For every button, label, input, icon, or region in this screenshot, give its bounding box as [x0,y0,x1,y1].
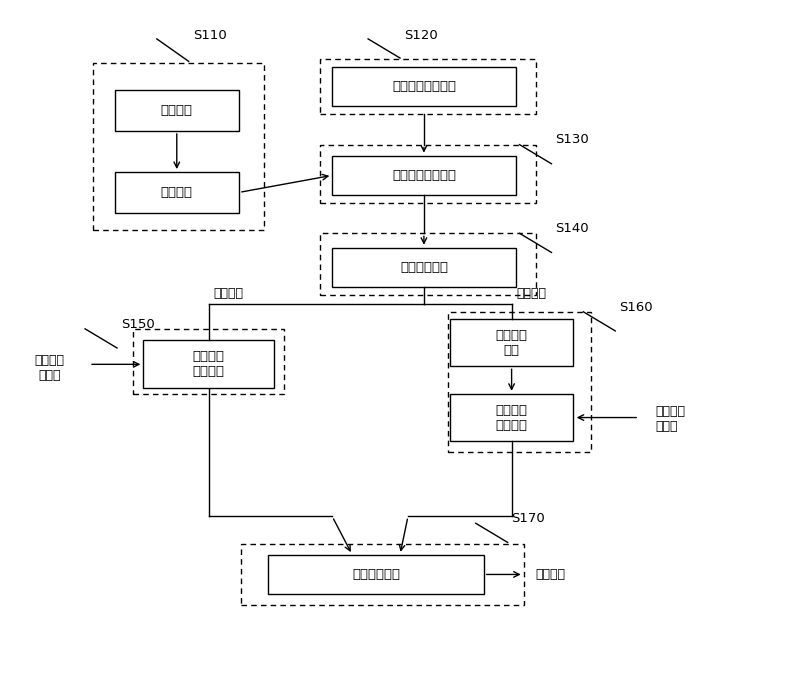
Text: S160: S160 [619,301,653,314]
Text: 第二输入
数据流: 第二输入 数据流 [655,405,685,433]
Bar [332,248,515,287]
Text: 频谱感知: 频谱感知 [161,104,193,117]
Bar [143,340,274,388]
Text: 第一输入
数据流: 第一输入 数据流 [34,354,64,382]
Bar [115,172,238,213]
Bar [241,544,523,605]
Text: 产生随机相位序列: 产生随机相位序列 [392,80,456,93]
Bar [115,90,238,131]
Text: 虚数支路: 虚数支路 [517,287,546,300]
Text: 频谱比较: 频谱比较 [161,186,193,199]
Bar [320,60,535,114]
Bar [320,145,535,203]
Text: S110: S110 [193,29,226,42]
Bar [332,67,515,106]
Bar [450,319,574,366]
Bar [450,394,574,441]
Text: 随机相位频谱序列: 随机相位频谱序列 [392,169,456,182]
Text: S140: S140 [555,222,589,235]
Text: 实数支路: 实数支路 [214,287,243,300]
Text: S120: S120 [404,29,438,42]
Text: 发射信号: 发射信号 [535,568,566,581]
Bar [269,555,484,595]
Bar [320,234,535,295]
Text: 圆周循环
键移调制: 圆周循环 键移调制 [496,403,528,432]
Text: 圆周循环
键移调制: 圆周循环 键移调制 [193,350,225,378]
Bar [448,312,591,451]
Text: 傅里叶逆变换: 傅里叶逆变换 [400,261,448,274]
Text: S170: S170 [512,512,546,525]
Text: 乘以虚数
符号: 乘以虚数 符号 [496,329,528,356]
Text: S150: S150 [121,318,154,331]
Text: 支路信号叠加: 支路信号叠加 [352,568,400,581]
Bar [133,329,285,394]
Bar [332,155,515,195]
Bar [93,63,265,230]
Text: S130: S130 [555,134,590,147]
